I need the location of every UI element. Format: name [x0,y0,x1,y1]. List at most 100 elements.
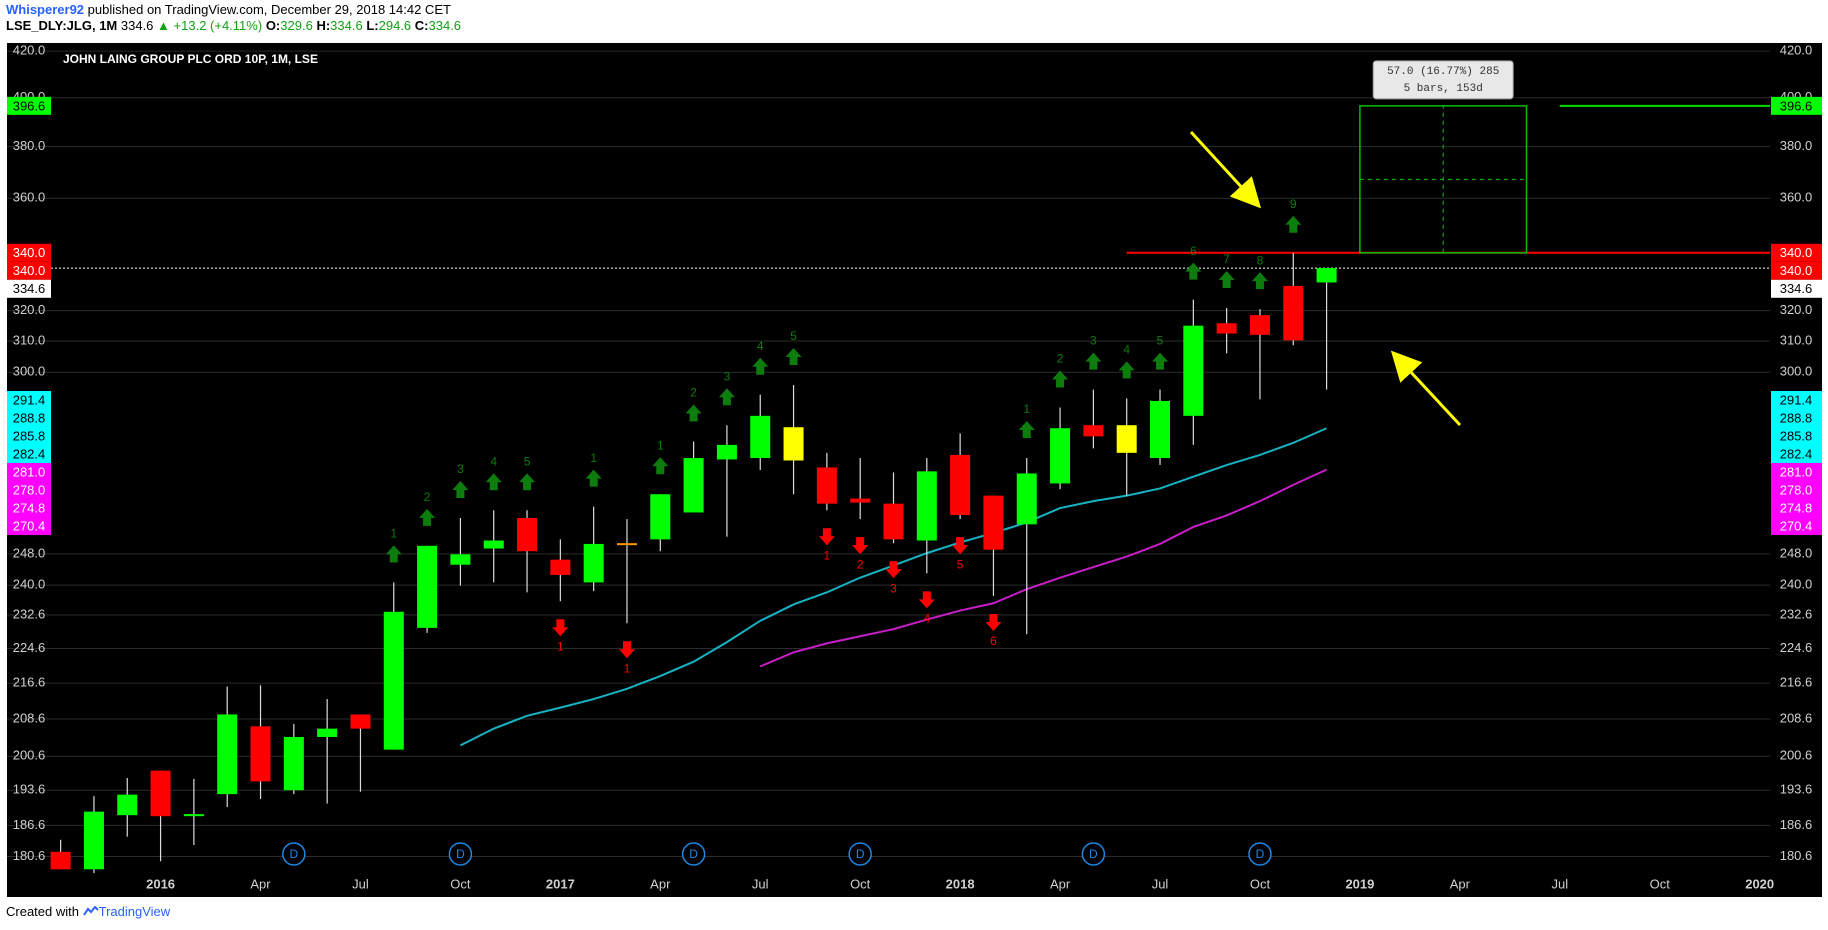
td-count: 9 [1290,197,1297,211]
dividend-label: D [1089,847,1098,861]
candle-body [750,415,771,459]
candle-body [183,814,204,817]
td-arrow-down [918,591,935,609]
x-tick-label: Jul [1551,876,1568,891]
td-arrow-up [519,473,536,491]
price-badge-label: 270.4 [1780,518,1813,533]
td-count: 4 [1123,343,1130,357]
x-tick-label: Oct [450,876,471,891]
y-tick-label: 300.0 [13,364,46,379]
td-count: 1 [624,661,631,675]
published: published on TradingView.com, December 2… [87,2,451,17]
price-badge [7,279,51,298]
header-line: Whisperer92 published on TradingView.com… [6,2,461,18]
price-badge-label: 340.0 [1780,263,1813,278]
td-arrow-down [852,537,869,555]
price-badge-label: 282.4 [1780,446,1813,461]
candle-body [1283,285,1304,341]
price-badge-label: 340.0 [1780,245,1813,260]
td-count: 3 [890,581,897,595]
price-badge [1771,462,1822,481]
td-count: 1 [1023,402,1030,416]
x-tick-label: Apr [1050,876,1071,891]
price-badge-label: 282.4 [13,446,46,461]
x-tick-label: 2017 [546,876,575,891]
price-badge-label: 340.0 [13,263,46,278]
ohlc-value: 334.6 [428,18,462,33]
footer: Created with TradingView [6,904,170,919]
candle-body [816,467,837,504]
price-badge [7,426,51,445]
candle-body [1183,325,1204,416]
moving-average-line [759,468,1328,668]
header: Whisperer92 published on TradingView.com… [6,2,461,34]
candle-body [616,543,637,546]
price-badge [7,261,51,280]
price-badge [1771,390,1822,409]
projection-sublabel: 5 bars, 153d [1404,83,1483,95]
logo [82,905,99,916]
td-arrow-up [652,457,669,475]
price-badge-label: 274.8 [13,500,46,515]
plot-area: 1 2 3 4 5 1 1 1 1 2 3 4 5 1 2 3 4 5 6 1 2 3 4 5 6 7 8 9 D D D D D D [7,104,1770,874]
price-badge [7,498,51,517]
ohlc-key: O: [265,18,281,33]
x-tick-label: Jul [752,876,769,891]
price-badge [7,516,51,535]
price-badge [7,408,51,427]
ohlc-key: L: [366,18,379,33]
td-arrow-up [385,545,402,563]
price-badge [1771,480,1822,499]
td-count: 6 [1190,244,1197,258]
candle-body [1083,425,1104,437]
td-count: 1 [590,451,597,465]
y-tick-label: 200.6 [13,748,46,763]
candle-body [883,503,904,540]
candle-body [83,811,104,870]
price-badge-label: 281.0 [13,464,46,479]
candle-body [217,714,238,795]
candle-body [417,545,438,628]
td-arrow-up [785,348,802,366]
price-badge-label: 281.0 [1780,464,1813,479]
candle-body [517,518,538,552]
x-tick-label: 2020 [1745,876,1774,891]
candle-body [1249,315,1270,335]
x-tick-label: 2019 [1345,876,1374,891]
grid [7,50,1770,858]
chart-title: JOHN LAING GROUP PLC ORD 10P, 1M, LSE [63,52,318,66]
td-arrow-up [1018,421,1035,439]
change: ▲ +13.2 (+4.11%) [157,18,263,33]
y-tick-label: 320.0 [13,302,46,317]
td-count: 5 [1157,334,1164,348]
brand: TradingView [98,904,171,919]
price-badge [7,390,51,409]
td-count: 4 [490,454,497,468]
price-badge-label: 291.4 [1780,392,1813,407]
candle-body [650,494,671,540]
x-tick-label: 2016 [146,876,175,891]
candle-body [450,554,471,565]
x-tick-label: Apr [1450,876,1471,891]
td-count: 3 [724,369,731,383]
footer-text: Created with [6,904,79,919]
dividend-marker [681,842,706,866]
candle-body [983,495,1004,550]
y-tick-label: 310.0 [13,332,46,347]
td-count: 2 [424,490,431,504]
price-badge-label: 278.0 [13,482,46,497]
td-count: 1 [390,527,397,541]
td-arrow-up [485,473,502,491]
price-badge-label: 288.8 [1780,410,1813,425]
price-badge-label: 278.0 [1780,482,1813,497]
y-tick-label: 232.6 [13,606,46,621]
price-badge [1771,96,1822,115]
price-badge [7,480,51,499]
td-arrow-up [452,481,469,499]
price-badge [1771,498,1822,517]
price-badge [7,444,51,463]
td-arrow-down [885,561,902,579]
candle-body [150,770,171,817]
y-tick-label: 300.0 [1780,364,1813,379]
